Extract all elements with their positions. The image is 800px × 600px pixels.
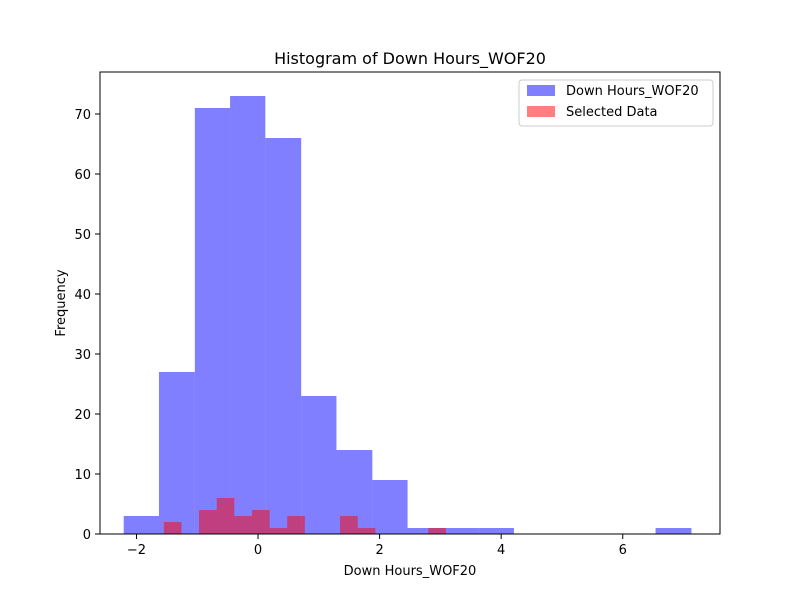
bar-selected-data-5 [251,510,270,534]
x-tick-label: −2 [127,543,146,558]
x-tick-label: 6 [619,543,627,558]
bar-selected-data-4 [234,516,252,534]
legend: Down Hours_WOF20 Selected Data [518,79,714,127]
x-axis-label: Down Hours_WOF20 [344,564,477,579]
legend-swatch-down-hours [527,85,555,96]
bar-selected-data-15 [428,528,446,534]
x-tick-label: 0 [254,543,262,558]
series-down-hours-bars [123,96,692,534]
y-tick-label: 0 [83,528,91,543]
bar-down-hours-2 [194,108,231,534]
bar-selected-data-2 [199,510,217,534]
bar-selected-data-10 [340,516,358,534]
y-tick-label: 50 [74,228,91,243]
bar-down-hours-10 [478,528,514,534]
plot-frame [99,71,721,535]
bar-selected-data-11 [357,528,376,534]
y-axis-label: Frequency [54,269,69,336]
y-tick-label: 30 [74,348,91,363]
legend-swatch-selected-data [527,106,555,117]
bar-down-hours-5 [301,396,337,534]
bar-down-hours-0 [123,516,159,534]
bar-down-hours-15 [655,528,692,534]
series-selected-data-bars [163,498,446,534]
bar-down-hours-9 [442,528,479,534]
bar-down-hours-1 [158,372,195,534]
legend-label-down-hours: Down Hours_WOF20 [566,84,699,99]
bar-selected-data-0 [163,522,182,534]
chart-title: Histogram of Down Hours_WOF20 [274,49,546,69]
legend-box [518,79,714,127]
x-axis-ticks: −2 0 2 4 6 [127,534,627,558]
y-tick-label: 60 [74,168,91,183]
bar-down-hours-3 [230,96,266,534]
bar-down-hours-4 [265,138,302,534]
y-tick-label: 10 [74,468,91,483]
y-tick-label: 40 [74,288,91,303]
y-tick-label: 20 [74,408,91,423]
bar-selected-data-7 [287,516,305,534]
bar-selected-data-6 [269,528,288,534]
bar-selected-data-3 [216,498,235,534]
plot-area [99,71,721,535]
bar-down-hours-8 [407,528,443,534]
bar-down-hours-7 [372,480,408,534]
legend-label-selected-data: Selected Data [566,105,658,120]
x-tick-label: 4 [497,543,505,558]
y-tick-label: 70 [74,108,91,123]
y-axis-ticks: 0 10 20 30 40 50 60 70 [74,108,100,543]
x-tick-label: 2 [375,543,383,558]
